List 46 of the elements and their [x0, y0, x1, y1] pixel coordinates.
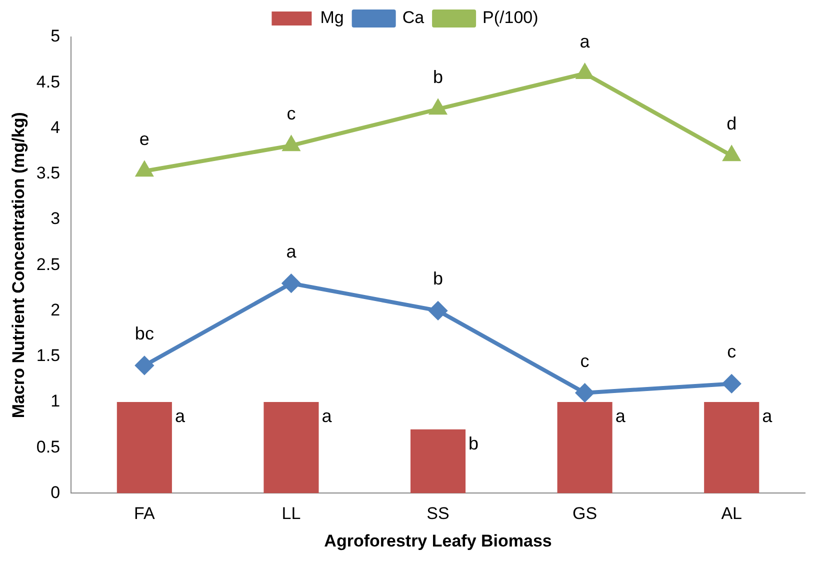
legend-label: Mg — [320, 8, 344, 28]
data-label: d — [726, 114, 737, 134]
point — [135, 356, 154, 374]
legend-label: Ca — [402, 8, 425, 28]
legend-label: P(/100) — [482, 8, 538, 28]
point — [283, 136, 300, 152]
point — [724, 146, 740, 162]
y-tick-label: 4 — [50, 118, 60, 137]
y-axis-title: Macro Nutrient Concentration (mg/kg) — [8, 112, 28, 418]
point — [282, 274, 300, 292]
data-label: c — [580, 350, 590, 371]
y-tick-label: 1 — [50, 392, 60, 411]
point — [576, 384, 594, 402]
data-label: c — [286, 104, 296, 124]
x-tick-label: FA — [134, 504, 156, 524]
point — [430, 100, 446, 115]
y-tick-label: 2 — [50, 300, 60, 320]
data-label: a — [322, 406, 333, 426]
data-label: a — [762, 406, 774, 426]
y-tick-label: 3 — [50, 209, 60, 228]
y-tick-label: 3.5 — [36, 164, 60, 183]
y-tick-label: 1.5 — [36, 346, 60, 366]
data-label: a — [174, 406, 186, 426]
y-tick-label: 0 — [50, 482, 60, 502]
y-tick-label: 5 — [50, 26, 60, 46]
data-label: b — [433, 67, 444, 88]
x-axis-title: Agroforestry Leafy Biomass — [324, 531, 552, 550]
point — [576, 64, 593, 79]
y-tick-label: 0.5 — [36, 437, 60, 456]
x-tick-label: SS — [426, 504, 450, 524]
data-label: b — [468, 433, 479, 454]
x-tick-label: GS — [572, 504, 598, 524]
point — [429, 302, 448, 320]
data-label: b — [433, 268, 444, 289]
x-tick-label: LL — [282, 504, 301, 524]
data-label: e — [139, 129, 150, 150]
x-tick-label: AL — [721, 504, 742, 524]
data-label: a — [615, 406, 626, 426]
y-tick-label: 4.5 — [36, 72, 60, 92]
data-label: bc — [134, 323, 154, 344]
point — [136, 162, 152, 177]
y-tick-label: 2.5 — [36, 254, 60, 274]
data-label: a — [286, 241, 298, 262]
point — [722, 374, 741, 393]
data-label: c — [727, 342, 736, 362]
data-label: a — [580, 31, 591, 52]
